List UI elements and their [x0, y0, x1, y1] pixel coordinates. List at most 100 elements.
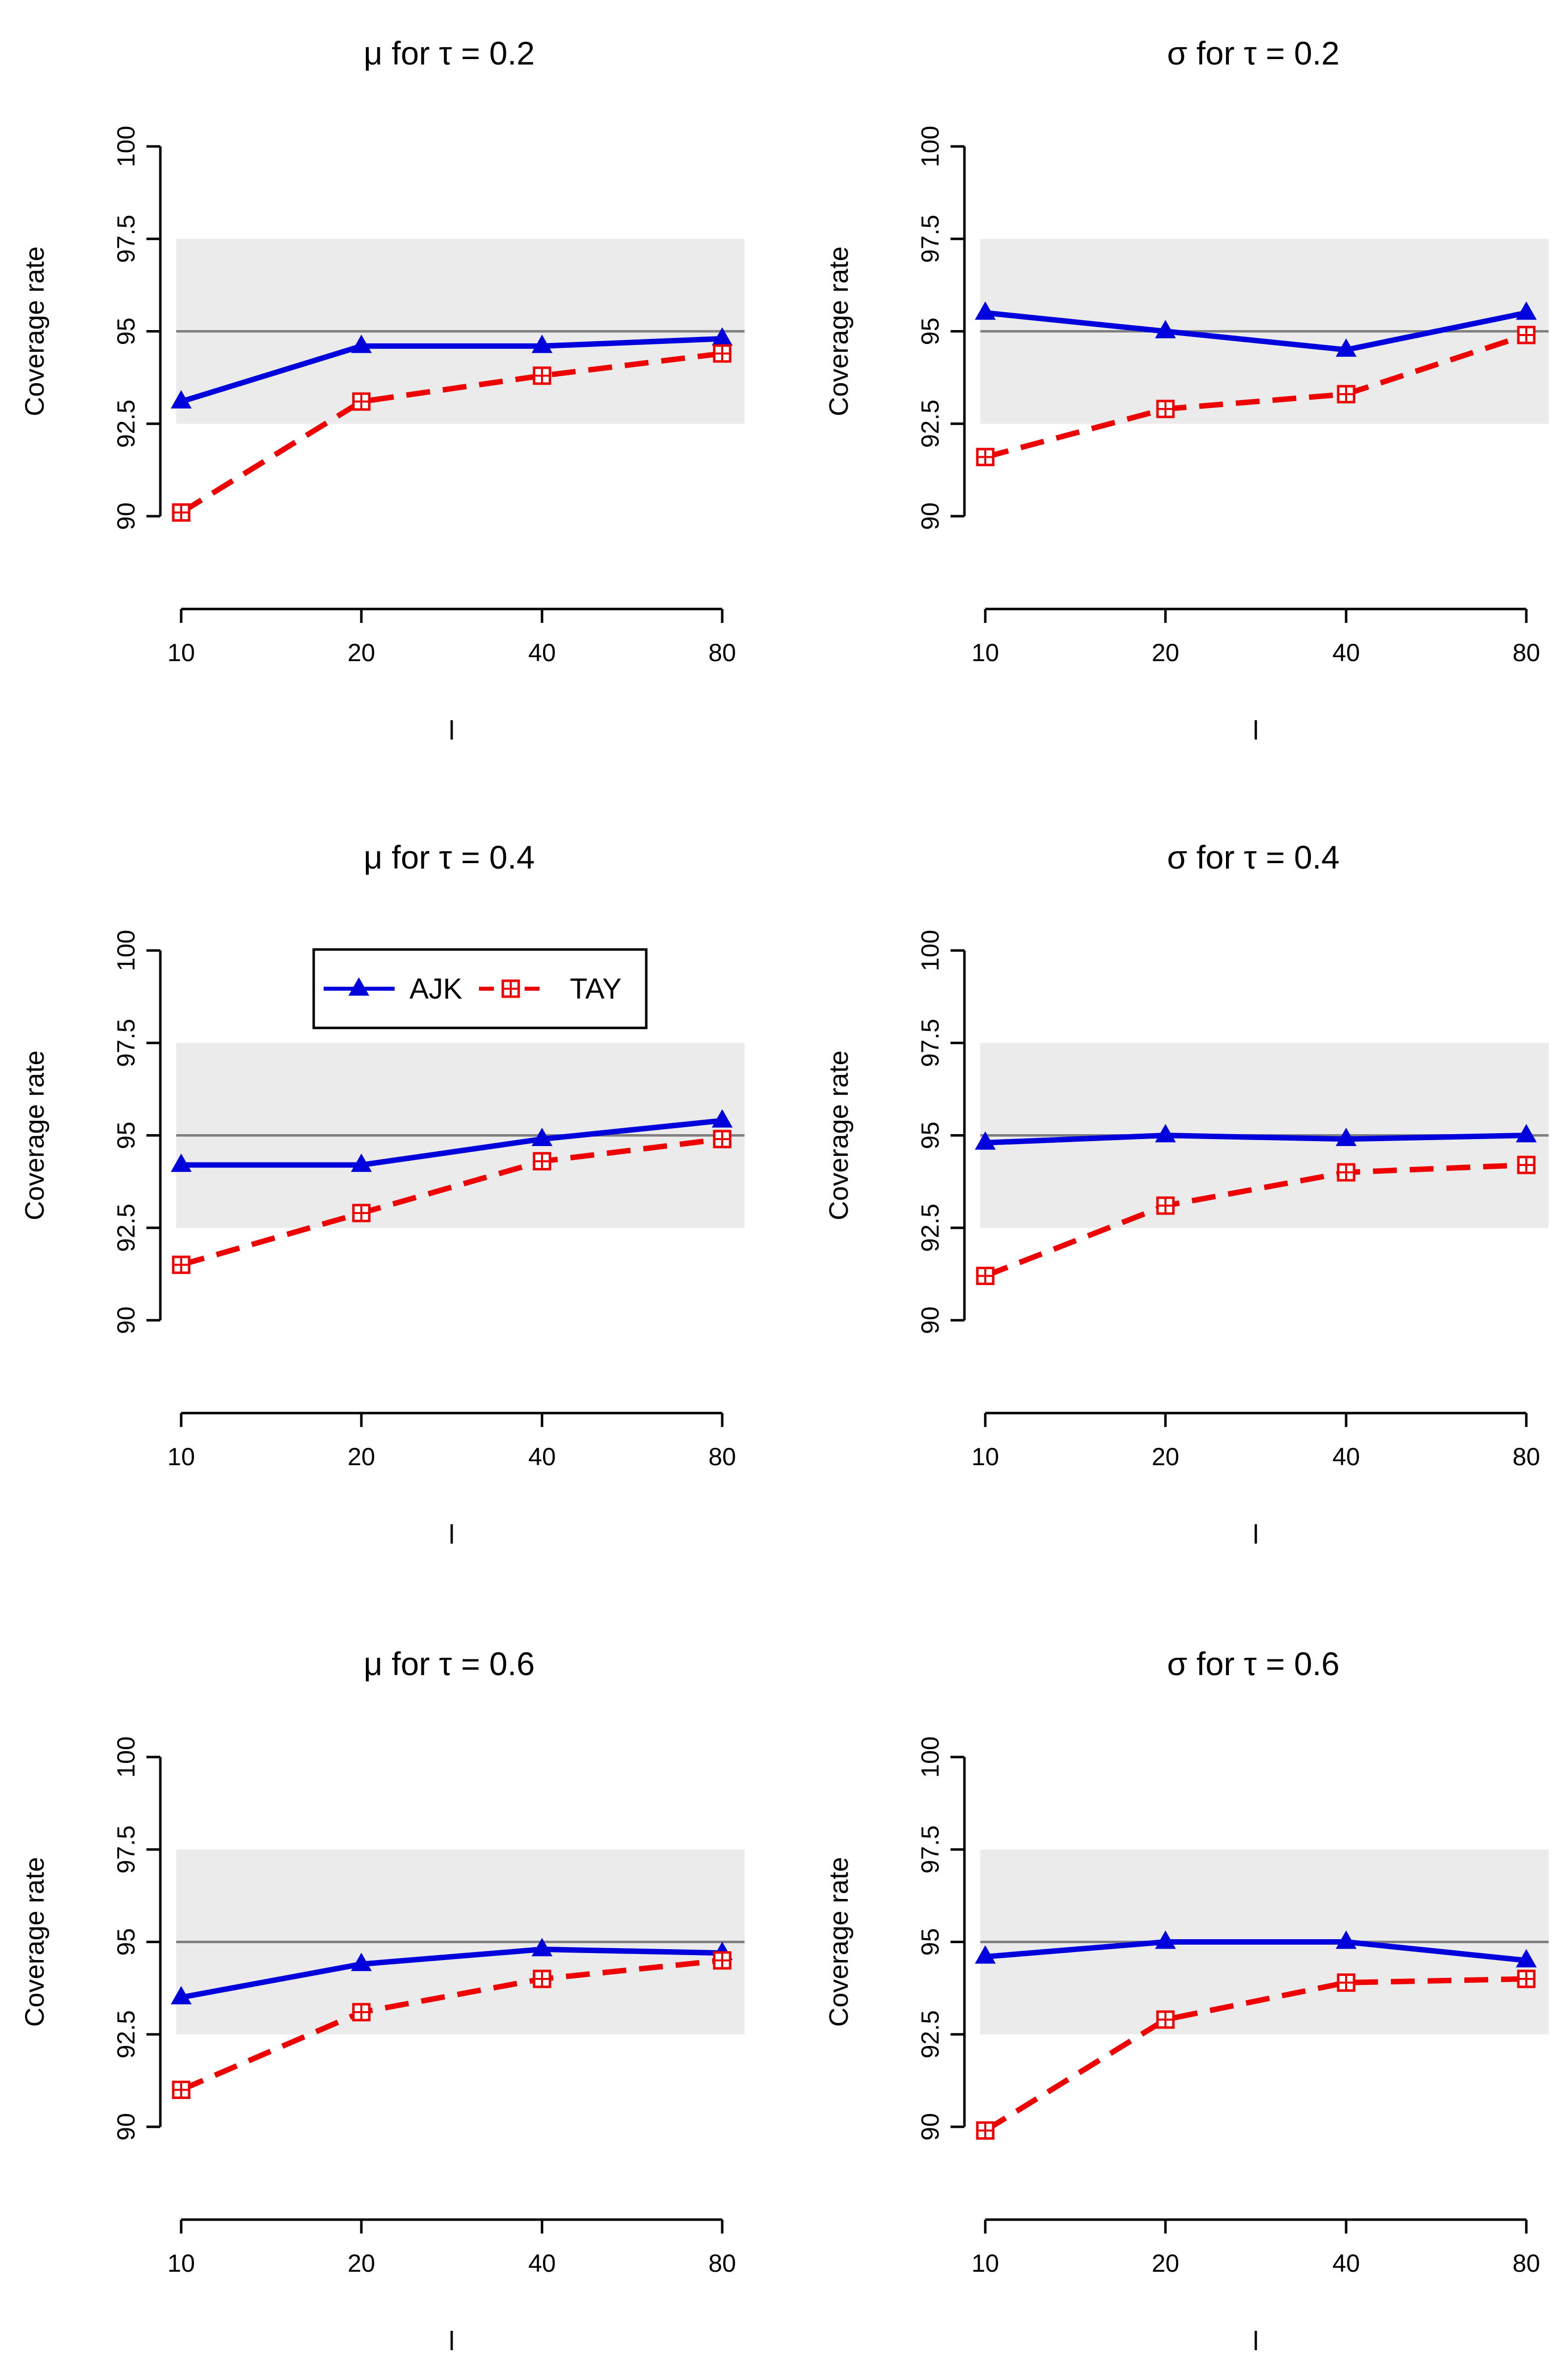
series-line-ajk [985, 310, 1527, 353]
x-tick-label: 20 [347, 2249, 375, 2277]
point-ajk [171, 1986, 192, 2005]
x-tick-label: 80 [708, 1443, 736, 1471]
point-tay [533, 1969, 551, 1988]
title-parameter: μ [364, 839, 383, 876]
x-tick-label: 10 [167, 639, 195, 667]
y-tick-label: 90 [916, 1306, 944, 1334]
y-tick-label: 100 [916, 1736, 944, 1777]
y-axis-label: Coverage rate [20, 1857, 50, 2027]
point-tay [352, 392, 371, 411]
title-tau: τ [439, 1645, 452, 1682]
title-value: = 0.6 [452, 1645, 535, 1682]
legend-label-tay: TAY [570, 973, 621, 1005]
x-tick-label: 40 [528, 1443, 556, 1471]
point-tay [1337, 1163, 1356, 1182]
x-tick-label: 80 [708, 639, 736, 667]
point-tay [976, 2121, 995, 2140]
y-tick-label: 97.5 [112, 215, 140, 263]
y-tick-label: 100 [112, 1736, 140, 1777]
title-parameter: μ [364, 1645, 383, 1682]
x-tick-label: 40 [528, 2249, 556, 2277]
title-for: for [1187, 1645, 1244, 1682]
title-value: = 0.2 [1257, 35, 1340, 71]
x-tick-label: 10 [167, 1443, 195, 1471]
x-tick-label: 10 [971, 639, 999, 667]
point-tay [533, 1152, 551, 1171]
y-tick-label: 90 [112, 2113, 140, 2141]
x-tick-label: 20 [1152, 2249, 1179, 2277]
chart-panel: σ for τ = 0.4 90 92.5 95 97.5 100 Coverage rat… [824, 839, 1549, 1550]
point-ajk [975, 301, 996, 320]
point-tay [172, 2081, 191, 2099]
x-tick-label: 40 [1332, 639, 1360, 667]
title-for: for [1187, 839, 1244, 876]
x-tick-label: 10 [971, 2249, 999, 2277]
title-for: for [383, 1645, 439, 1682]
y-tick-label: 95 [916, 1928, 944, 1956]
x-tick-label: 80 [708, 2249, 736, 2277]
point-ajk [1516, 1124, 1537, 1143]
x-axis-label: l [449, 2326, 455, 2356]
x-tick-label: 20 [1152, 639, 1179, 667]
chart-panel: σ for τ = 0.6 90 92.5 95 97.5 100 Coverage rat… [824, 1645, 1549, 2356]
series-line-tay [984, 1976, 1527, 2133]
point-tay [1156, 2010, 1175, 2029]
y-axis-label: Coverage rate [824, 1857, 854, 2027]
title-value: = 0.4 [1257, 839, 1340, 876]
chart-panel: μ for τ = 0.6 90 92.5 95 97.5 100 Coverage rat… [20, 1645, 745, 2356]
legend-marker-ajk [348, 977, 369, 996]
point-ajk [1155, 1124, 1176, 1143]
y-axis-label: Coverage rate [20, 246, 50, 416]
y-tick-label: 95 [112, 1122, 140, 1150]
point-tay [352, 1204, 371, 1222]
y-tick-label: 97.5 [916, 215, 944, 263]
x-tick-label: 80 [1512, 639, 1540, 667]
point-ajk [532, 1938, 552, 1957]
y-tick-label: 92.5 [112, 1204, 140, 1252]
y-tick-label: 92.5 [916, 1204, 944, 1252]
title-parameter: μ [364, 35, 383, 71]
point-tay [1517, 1155, 1536, 1174]
y-tick-label: 97.5 [112, 1826, 140, 1874]
point-tay [172, 1255, 191, 1274]
chart-panel: σ for τ = 0.2 90 92.5 95 97.5 100 Coverage rat… [824, 35, 1549, 745]
point-tay [713, 1951, 732, 1970]
x-axis-label: l [1253, 1520, 1259, 1550]
point-tay [713, 344, 732, 363]
point-ajk [1155, 320, 1176, 339]
x-tick-label: 20 [1152, 1443, 1179, 1471]
point-ajk [351, 1153, 372, 1172]
x-axis-label: l [1253, 716, 1259, 745]
point-tay [976, 1267, 995, 1286]
y-tick-label: 92.5 [916, 2010, 944, 2058]
x-tick-label: 20 [347, 1443, 375, 1471]
x-tick-label: 40 [1332, 1443, 1360, 1471]
point-ajk [532, 335, 552, 353]
point-tay [533, 366, 551, 385]
y-tick-label: 100 [112, 126, 140, 167]
point-tay [1517, 1969, 1536, 1988]
y-tick-label: 95 [916, 1122, 944, 1150]
y-tick-label: 100 [112, 930, 140, 971]
y-tick-label: 95 [112, 318, 140, 345]
point-tay [1337, 1973, 1356, 1992]
y-tick-label: 100 [916, 126, 944, 167]
series-line-ajk [180, 336, 723, 405]
title-for: for [1187, 35, 1244, 71]
x-tick-label: 80 [1512, 1443, 1540, 1471]
title-value: = 0.2 [452, 35, 535, 71]
chart-title: μ for τ = 0.2 [364, 35, 535, 71]
x-axis-label: l [449, 1520, 455, 1550]
title-tau: τ [439, 839, 452, 876]
chart-title: μ for τ = 0.6 [364, 1645, 535, 1682]
title-tau: τ [1244, 35, 1257, 71]
y-axis-label: Coverage rate [824, 246, 854, 416]
y-tick-label: 90 [916, 2113, 944, 2141]
point-ajk [1336, 338, 1357, 357]
title-value: = 0.6 [1257, 1645, 1340, 1682]
title-for: for [383, 839, 439, 876]
point-ajk [1155, 1930, 1176, 1949]
y-tick-label: 90 [916, 502, 944, 530]
series-line-ajk [985, 1939, 1527, 1964]
